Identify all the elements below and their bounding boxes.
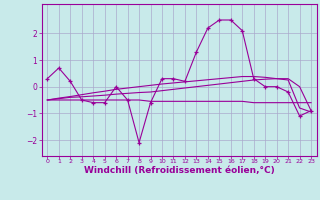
X-axis label: Windchill (Refroidissement éolien,°C): Windchill (Refroidissement éolien,°C)	[84, 166, 275, 175]
